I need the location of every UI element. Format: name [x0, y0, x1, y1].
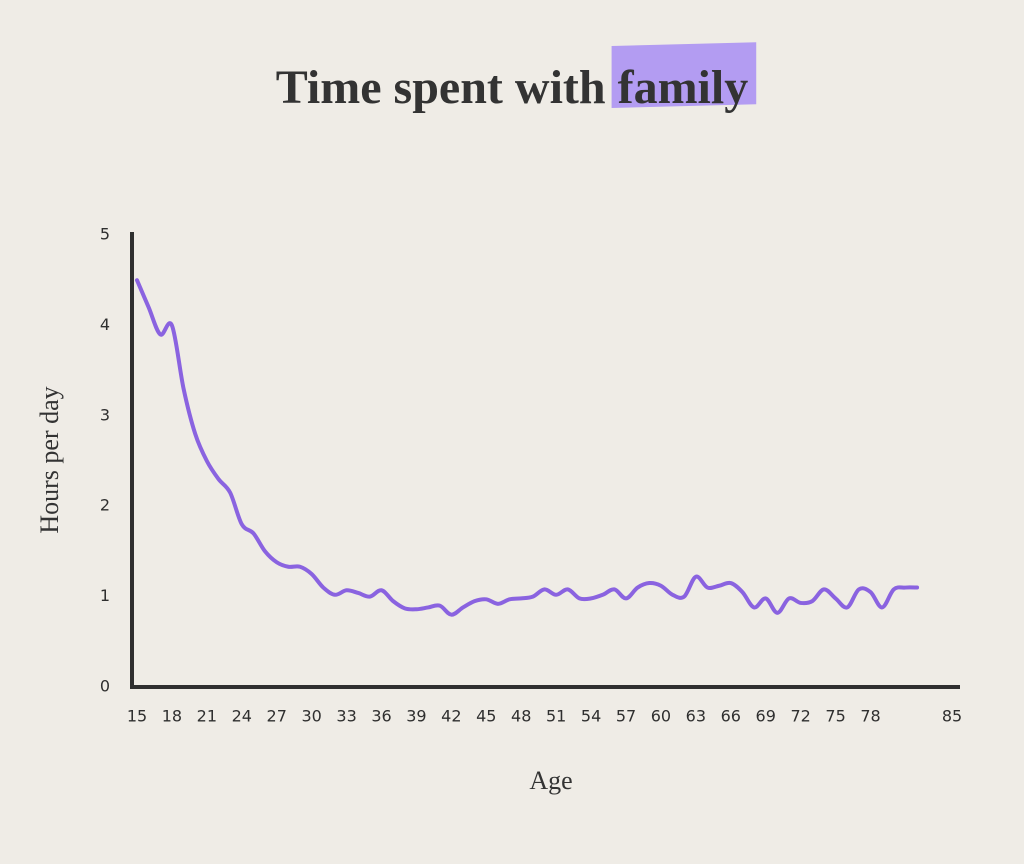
x-axis-label: Age: [529, 766, 572, 795]
x-tick-label: 51: [546, 707, 566, 726]
x-tick-label: 57: [616, 707, 636, 726]
x-tick-label: 36: [371, 707, 391, 726]
x-tick-label: 39: [406, 707, 426, 726]
x-tick-label: 15: [127, 707, 147, 726]
y-tick-label: 2: [100, 496, 110, 515]
y-axis-label: Hours per day: [35, 386, 64, 533]
y-tick-label: 3: [100, 405, 110, 424]
x-tick-label: 63: [686, 707, 706, 726]
x-tick-label: 69: [756, 707, 776, 726]
x-tick-label: 60: [651, 707, 671, 726]
y-tick-label: 4: [100, 315, 110, 334]
x-tick-label: 21: [197, 707, 217, 726]
chart-title: Time spent with family: [276, 61, 748, 114]
x-tick-label: 18: [162, 707, 182, 726]
title-highlight-group: [611, 42, 757, 108]
x-tick-label: 33: [336, 707, 356, 726]
x-tick-label: 30: [301, 707, 321, 726]
x-tick-label: 78: [860, 707, 880, 726]
x-tick-label: 72: [790, 707, 810, 726]
x-tick-label: 24: [232, 707, 252, 726]
title-highlight: [611, 42, 757, 108]
x-tick-label: 85: [942, 707, 962, 726]
x-tick-label: 66: [721, 707, 741, 726]
x-tick-label: 48: [511, 707, 531, 726]
y-tick-label: 0: [100, 677, 110, 696]
y-tick-label: 5: [100, 225, 110, 244]
x-tick-label: 45: [476, 707, 496, 726]
x-tick-label: 75: [825, 707, 845, 726]
data-line: [135, 278, 920, 617]
y-tick-label: 1: [100, 586, 110, 605]
x-tick-label: 27: [267, 707, 287, 726]
x-tick-label: 42: [441, 707, 461, 726]
x-tick-label: 54: [581, 707, 601, 726]
